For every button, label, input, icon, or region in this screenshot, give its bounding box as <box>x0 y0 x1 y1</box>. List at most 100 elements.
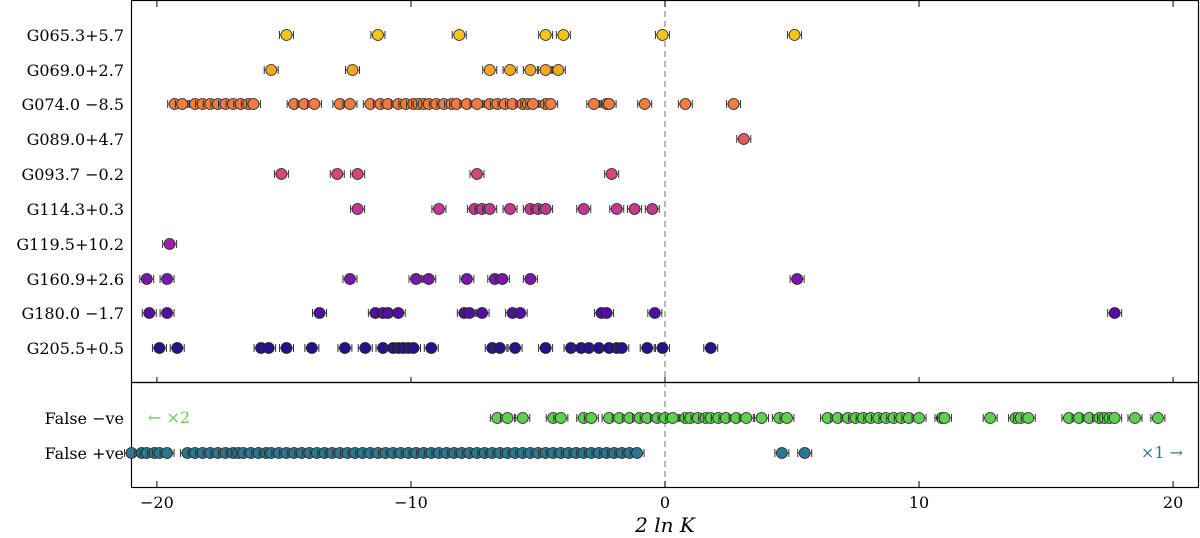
row-label: G093.7 −0.2 <box>21 165 124 184</box>
data-points <box>124 29 1166 459</box>
data-point <box>359 342 372 354</box>
data-point <box>161 307 173 319</box>
data-point <box>265 64 278 76</box>
data-point <box>554 412 567 424</box>
data-point <box>1108 307 1121 319</box>
data-point <box>161 273 173 285</box>
data-point <box>344 98 356 110</box>
data-point <box>471 98 483 110</box>
data-point <box>791 273 804 285</box>
data-point <box>247 98 260 110</box>
data-point <box>504 64 516 76</box>
data-point <box>313 307 326 319</box>
data-point <box>453 29 466 41</box>
tick-label: −20 <box>140 493 174 512</box>
row-label: G069.0+2.7 <box>27 61 124 80</box>
series-group <box>263 64 566 76</box>
data-point <box>280 29 293 41</box>
data-point <box>524 273 537 285</box>
data-point <box>346 64 359 76</box>
data-point <box>504 203 516 215</box>
data-point <box>176 98 189 110</box>
data-point <box>422 273 435 285</box>
data-point <box>463 307 476 319</box>
row-label: G160.9+2.6 <box>27 270 124 289</box>
data-point <box>501 412 514 424</box>
data-point <box>648 307 661 319</box>
data-point <box>163 238 176 250</box>
tick-label: −10 <box>394 493 428 512</box>
overflow-annotation: ×1 → <box>1141 443 1183 462</box>
data-point <box>666 412 679 424</box>
series-group <box>139 273 805 285</box>
data-point <box>407 342 420 354</box>
row-label: G089.0+4.7 <box>27 130 124 149</box>
data-point <box>603 98 616 110</box>
data-point <box>1129 412 1141 424</box>
data-point <box>351 203 364 215</box>
data-point <box>539 342 552 354</box>
data-point <box>938 412 951 424</box>
data-point <box>308 98 321 110</box>
series-group <box>273 168 620 180</box>
data-point <box>641 342 654 354</box>
data-point <box>552 64 565 76</box>
row-label: G180.0 −1.7 <box>21 304 124 323</box>
row-label: G065.3+5.7 <box>27 26 124 45</box>
data-point <box>539 64 552 76</box>
data-point <box>600 307 613 319</box>
data-point <box>516 412 529 424</box>
data-point <box>275 168 288 180</box>
series-group <box>124 447 813 459</box>
data-point <box>577 203 590 215</box>
row-label: G074.0 −8.5 <box>21 95 124 114</box>
data-point <box>631 447 643 459</box>
data-point <box>471 168 483 180</box>
series-group <box>162 238 178 250</box>
data-point <box>587 98 600 110</box>
data-point <box>557 29 570 41</box>
data-point <box>153 342 166 354</box>
data-point <box>493 342 506 354</box>
tick-label: 20 <box>1163 493 1183 512</box>
data-point <box>460 273 473 285</box>
data-point <box>161 447 173 459</box>
row-label: False −ve <box>45 409 124 428</box>
data-point <box>432 203 445 215</box>
series-group <box>167 98 742 110</box>
data-point <box>143 307 156 319</box>
series-group <box>350 203 660 215</box>
data-point <box>1108 412 1121 424</box>
data-point <box>656 29 669 41</box>
data-point <box>610 203 623 215</box>
series-group <box>278 29 803 41</box>
data-point <box>140 273 153 285</box>
data-point <box>638 98 651 110</box>
data-point <box>913 412 925 424</box>
data-point <box>704 342 717 354</box>
data-point <box>262 342 275 354</box>
data-point <box>483 203 496 215</box>
series-group <box>736 133 752 145</box>
data-point <box>737 133 750 145</box>
series-group <box>141 307 1123 319</box>
data-point <box>1151 412 1164 424</box>
row-label: G119.5+10.2 <box>16 235 124 254</box>
x-axis-ticks: −20 −10 0 10 20 <box>140 1 1183 512</box>
data-point <box>1022 412 1035 424</box>
data-point <box>372 29 384 41</box>
data-point <box>171 342 184 354</box>
data-point <box>544 98 557 110</box>
data-point <box>615 342 628 354</box>
data-point <box>476 307 488 319</box>
row-label: G114.3+0.3 <box>27 200 124 219</box>
data-point <box>984 412 997 424</box>
data-point <box>585 412 598 424</box>
data-point <box>605 168 618 180</box>
data-point <box>425 342 438 354</box>
data-point <box>280 342 293 354</box>
data-point <box>628 203 641 215</box>
data-point <box>483 64 496 76</box>
data-point <box>781 412 793 424</box>
